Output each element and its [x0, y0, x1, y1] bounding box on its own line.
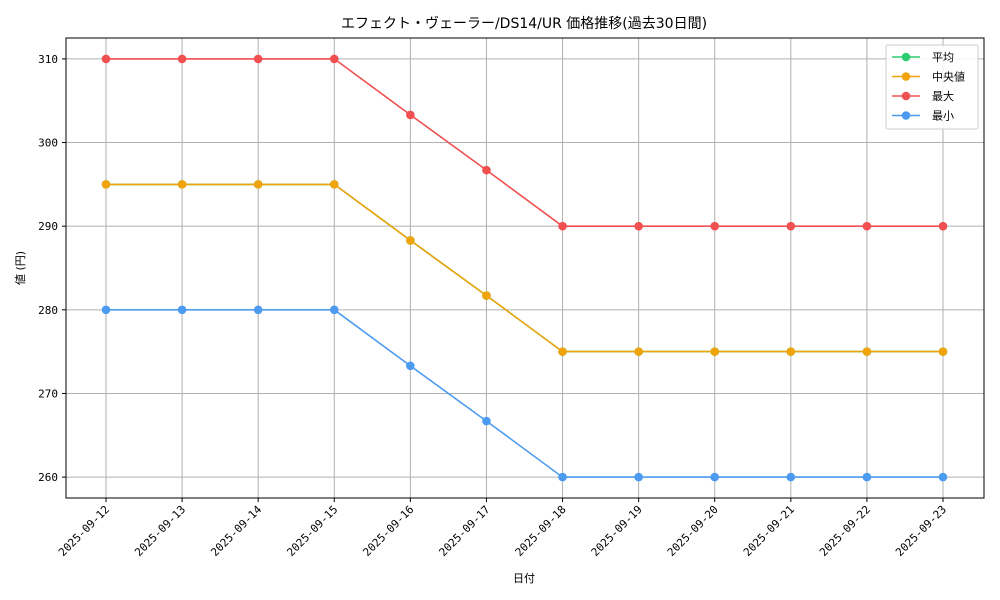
data-point — [253, 180, 263, 189]
series-0 — [101, 180, 948, 356]
series-1 — [101, 180, 948, 356]
grid — [66, 38, 984, 498]
data-point — [253, 54, 263, 64]
y-tick-label: 280 — [38, 304, 58, 317]
data-point — [558, 347, 567, 356]
data-point — [482, 291, 491, 300]
x-tick-label: 2025-09-22 — [817, 503, 873, 559]
legend-swatch-marker — [901, 52, 911, 62]
legend-label: 最小 — [932, 110, 954, 123]
data-point — [938, 347, 948, 356]
legend-item: 最大 — [892, 89, 954, 103]
x-axis-label: 日付 — [513, 572, 535, 585]
series-2 — [101, 54, 948, 231]
y-tick-label: 310 — [38, 53, 58, 66]
y-tick-label: 260 — [38, 471, 58, 484]
data-point — [101, 180, 111, 189]
x-axis: 2025-09-12 2025-09-13 2025-09-14 2025-09-15… — [56, 498, 949, 559]
data-point — [101, 305, 111, 315]
legend-swatch-marker — [901, 111, 911, 120]
legend-label: 最大 — [932, 89, 954, 103]
data-point — [177, 305, 187, 315]
x-tick-label: 2025-09-20 — [665, 503, 721, 559]
x-tick-label: 2025-09-13 — [132, 503, 188, 559]
data-point — [406, 236, 415, 245]
data-point — [634, 347, 643, 356]
plot-frame — [65, 37, 985, 499]
data-point — [786, 347, 796, 356]
data-point — [558, 472, 567, 482]
legend-item: 中央値 — [892, 71, 965, 84]
series-line — [106, 58, 943, 227]
x-tick-label: 2025-09-16 — [360, 503, 416, 559]
data-point — [634, 472, 643, 482]
data-point — [710, 347, 720, 356]
y-tick-label: 270 — [38, 387, 58, 400]
data-point — [177, 54, 187, 64]
legend-label: 中央値 — [932, 71, 965, 84]
data-point — [786, 221, 796, 231]
y-tick-label: 290 — [38, 220, 58, 233]
data-point — [558, 221, 567, 231]
legend-item: 平均 — [892, 51, 954, 64]
data-point — [329, 180, 339, 189]
series-3 — [101, 305, 948, 482]
data-point — [177, 180, 187, 189]
legend-frame — [885, 44, 979, 130]
y-axis: 260 270 280 290 300 310 — [38, 53, 66, 484]
chart-title: エフェクト・ヴェーラー/DS14/UR 価格推移(過去30日間) — [341, 15, 707, 32]
x-tick-label: 2025-09-19 — [589, 503, 645, 559]
data-point — [329, 305, 339, 315]
y-axis-label: 値 (円) — [14, 251, 27, 285]
data-point — [101, 54, 111, 64]
data-point — [406, 361, 415, 371]
data-point — [862, 221, 872, 231]
x-tick-label: 2025-09-17 — [437, 503, 493, 559]
series-line — [106, 183, 943, 353]
data-point — [862, 472, 872, 482]
data-point — [634, 221, 643, 231]
y-tick-label: 300 — [38, 137, 58, 150]
data-point — [938, 472, 948, 482]
data-point — [786, 472, 796, 482]
series-layer — [101, 54, 948, 482]
data-point — [710, 221, 720, 231]
x-tick-label: 2025-09-12 — [56, 503, 112, 559]
data-point — [862, 347, 872, 356]
x-tick-label: 2025-09-18 — [513, 503, 569, 559]
x-tick-label: 2025-09-14 — [208, 503, 264, 559]
data-point — [406, 110, 415, 120]
legend-label: 平均 — [932, 51, 954, 64]
data-point — [253, 305, 263, 315]
series-line — [106, 183, 943, 353]
x-tick-label: 2025-09-23 — [893, 503, 949, 559]
data-point — [329, 54, 339, 64]
data-point — [482, 416, 491, 426]
legend-item: 最小 — [892, 110, 954, 123]
x-tick-label: 2025-09-21 — [741, 503, 797, 559]
x-tick-label: 2025-09-15 — [284, 503, 340, 559]
legend-swatch-marker — [901, 91, 911, 101]
series-line — [106, 308, 943, 478]
data-point — [482, 165, 491, 175]
data-point — [710, 472, 720, 482]
data-point — [938, 221, 948, 231]
legend-swatch-marker — [901, 72, 911, 81]
